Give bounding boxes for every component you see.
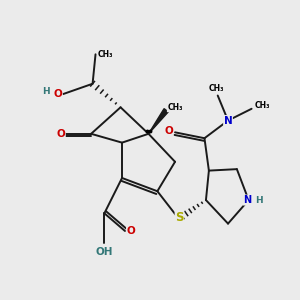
Text: O: O bbox=[53, 89, 62, 99]
Text: CH₃: CH₃ bbox=[208, 84, 224, 93]
Text: CH₃: CH₃ bbox=[167, 103, 183, 112]
Text: O: O bbox=[56, 129, 65, 139]
Text: H: H bbox=[42, 87, 49, 96]
Text: CH₃: CH₃ bbox=[254, 101, 270, 110]
Text: O: O bbox=[164, 126, 173, 136]
Text: OH: OH bbox=[96, 247, 113, 256]
Text: S: S bbox=[175, 211, 184, 224]
Text: O: O bbox=[127, 226, 135, 236]
Text: CH₃: CH₃ bbox=[98, 50, 114, 59]
Text: N: N bbox=[243, 195, 251, 205]
Text: N: N bbox=[224, 116, 233, 126]
Polygon shape bbox=[148, 109, 168, 134]
Text: H: H bbox=[255, 196, 263, 205]
